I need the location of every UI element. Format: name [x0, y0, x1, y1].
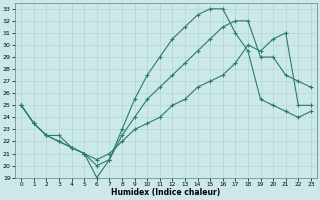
X-axis label: Humidex (Indice chaleur): Humidex (Indice chaleur): [111, 188, 221, 197]
